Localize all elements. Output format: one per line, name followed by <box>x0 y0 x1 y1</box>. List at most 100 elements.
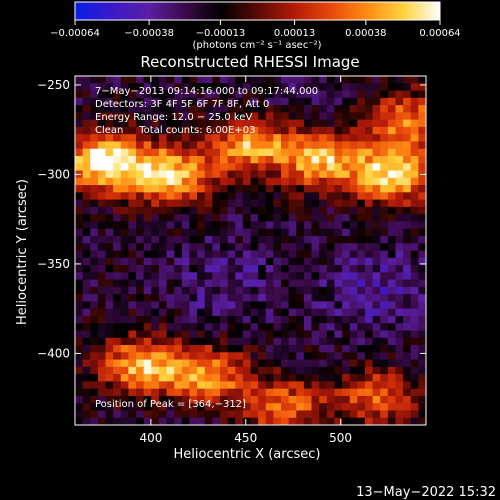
heatmap-cell <box>296 97 305 106</box>
heatmap-cell <box>212 83 221 92</box>
heatmap-cell <box>349 388 358 397</box>
heatmap-cell <box>97 359 107 368</box>
heatmap-cell <box>342 352 351 361</box>
heatmap-cell <box>357 206 366 215</box>
heatmap-cell <box>75 76 84 84</box>
heatmap-cell <box>97 352 107 361</box>
heatmap-cell <box>303 250 313 259</box>
heatmap-cell <box>136 177 145 186</box>
heatmap-cell <box>166 388 175 397</box>
heatmap-cell <box>136 323 145 332</box>
heatmap-cell <box>258 163 267 172</box>
heatmap-cell <box>334 279 343 288</box>
heatmap-cell <box>334 272 343 281</box>
heatmap-cell <box>258 97 267 106</box>
heatmap-cell <box>212 112 221 121</box>
heatmap-cell <box>334 301 343 310</box>
heatmap-cell <box>128 337 137 346</box>
heatmap-cell <box>387 155 397 164</box>
heatmap-cell <box>319 388 328 397</box>
heatmap-cell <box>136 148 145 157</box>
heatmap-cell <box>357 199 366 208</box>
heatmap-cell <box>319 170 328 179</box>
heatmap-cell <box>303 83 313 92</box>
heatmap-cell <box>151 141 160 150</box>
heatmap-cell <box>204 126 213 135</box>
heatmap-cell <box>311 97 320 106</box>
heatmap-cell <box>319 279 328 288</box>
heatmap-cell <box>296 155 305 164</box>
heatmap-cell <box>296 119 305 128</box>
heatmap-cell <box>151 199 160 208</box>
heatmap-cell <box>311 337 320 346</box>
heatmap-cell <box>158 155 168 164</box>
heatmap-cell <box>258 301 267 310</box>
heatmap-cell <box>380 177 389 186</box>
heatmap-cell <box>143 141 152 150</box>
heatmap-cell <box>174 330 183 339</box>
heatmap-cell <box>189 228 198 237</box>
heatmap-cell <box>235 410 244 419</box>
heatmap-cell <box>395 192 404 201</box>
heatmap-cell <box>250 192 259 201</box>
heatmap-cell <box>319 163 328 172</box>
annotation-block: 7−May−2013 09:14:16.000 to 09:17:44.000 … <box>95 86 318 410</box>
heatmap-cell <box>151 359 160 368</box>
heatmap-cell <box>319 235 328 244</box>
heatmap-cell <box>288 388 297 397</box>
heatmap-cell <box>235 221 244 230</box>
heatmap-cell <box>265 265 274 273</box>
heatmap-cell <box>227 301 236 310</box>
heatmap-cell <box>319 257 328 266</box>
heatmap-cell <box>418 301 426 310</box>
heatmap-cell <box>105 235 114 244</box>
heatmap-cell <box>151 76 160 84</box>
heatmap-cell <box>120 192 130 201</box>
heatmap-cell <box>166 272 175 281</box>
heatmap-cell <box>258 177 267 186</box>
heatmap-cell <box>113 112 122 121</box>
heatmap-cell <box>143 221 152 230</box>
heatmap-cell <box>158 192 168 201</box>
heatmap-cell <box>181 301 191 310</box>
heatmap-cell <box>288 337 297 346</box>
heatmap-cell <box>281 265 290 273</box>
heatmap-cell <box>349 112 358 121</box>
heatmap-cell <box>158 257 168 266</box>
heatmap-cell <box>342 359 351 368</box>
heatmap-cell <box>212 199 221 208</box>
heatmap-cell <box>189 105 198 113</box>
heatmap-cell <box>311 308 320 317</box>
heatmap-cell <box>113 294 122 302</box>
heatmap-cell <box>90 315 99 324</box>
heatmap-cell <box>235 228 244 237</box>
heatmap-cell <box>75 395 84 404</box>
heatmap-cell <box>204 170 213 179</box>
heatmap-cell <box>242 381 252 390</box>
heatmap-cell <box>90 192 99 201</box>
heatmap-cell <box>288 279 297 288</box>
heatmap-cell <box>342 126 351 135</box>
heatmap-cell <box>166 221 175 230</box>
heatmap-cell <box>219 185 229 193</box>
heatmap-cell <box>120 395 130 404</box>
heatmap-cell <box>197 83 206 92</box>
heatmap-cell <box>357 141 366 150</box>
heatmap-cell <box>303 374 313 382</box>
heatmap-cell <box>113 214 122 223</box>
heatmap-cell <box>82 366 91 375</box>
heatmap-cell <box>151 163 160 172</box>
heatmap-cell <box>189 257 198 266</box>
heatmap-cell <box>395 352 404 361</box>
heatmap-cell <box>219 155 229 164</box>
heatmap-cell <box>311 323 320 332</box>
heatmap-cell <box>151 243 160 252</box>
heatmap-cell <box>364 163 374 172</box>
heatmap-cell <box>235 119 244 128</box>
heatmap-cell <box>158 265 168 273</box>
heatmap-cell <box>326 170 336 179</box>
heatmap-cell <box>418 243 426 252</box>
heatmap-cell <box>181 83 191 92</box>
heatmap-cell <box>410 337 419 346</box>
heatmap-cell <box>403 76 412 84</box>
